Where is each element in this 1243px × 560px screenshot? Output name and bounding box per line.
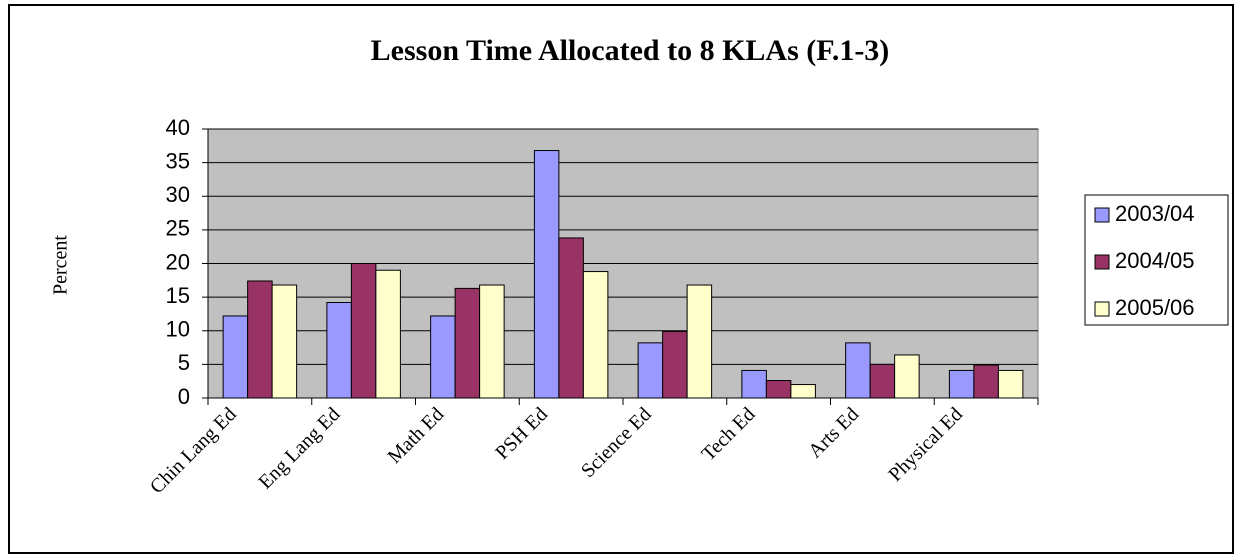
bar	[845, 342, 871, 399]
bar	[271, 284, 298, 399]
legend-swatch	[1094, 301, 1110, 317]
y-tick-label: 0	[178, 384, 190, 409]
bar	[997, 369, 1024, 399]
y-tick-label: 25	[166, 216, 190, 241]
legend-swatch	[1094, 207, 1110, 223]
bar	[454, 287, 481, 399]
y-tick-label: 10	[166, 317, 190, 342]
bar	[247, 280, 273, 399]
legend-label: 2004/05	[1115, 248, 1195, 273]
y-tick-label: 40	[166, 115, 190, 140]
y-tick-label: 35	[166, 148, 190, 173]
bar	[790, 384, 816, 399]
bar	[765, 380, 792, 399]
bar	[375, 269, 401, 399]
bar	[533, 150, 560, 399]
legend-swatch	[1094, 254, 1110, 270]
y-tick-label: 15	[166, 283, 190, 308]
bar	[686, 284, 713, 399]
y-tick-label: 30	[166, 182, 190, 207]
y-tick-label: 20	[166, 249, 190, 274]
bar	[479, 284, 505, 399]
bar	[558, 237, 584, 399]
bar	[222, 315, 249, 399]
bar	[582, 271, 609, 399]
bar	[948, 369, 975, 399]
bar	[430, 315, 456, 399]
y-tick-label: 5	[178, 350, 190, 375]
bar	[637, 342, 664, 399]
bar	[973, 364, 999, 399]
legend-label: 2003/04	[1115, 201, 1195, 226]
chart-title: Lesson Time Allocated to 8 KLAs (F.1-3)	[371, 34, 890, 67]
bar	[741, 369, 767, 399]
bar	[869, 363, 896, 399]
bar	[350, 263, 377, 399]
bar	[662, 330, 688, 399]
legend-label: 2005/06	[1115, 295, 1195, 320]
bar	[326, 302, 352, 399]
bar	[894, 354, 920, 399]
y-axis-label: Percent	[50, 235, 72, 295]
